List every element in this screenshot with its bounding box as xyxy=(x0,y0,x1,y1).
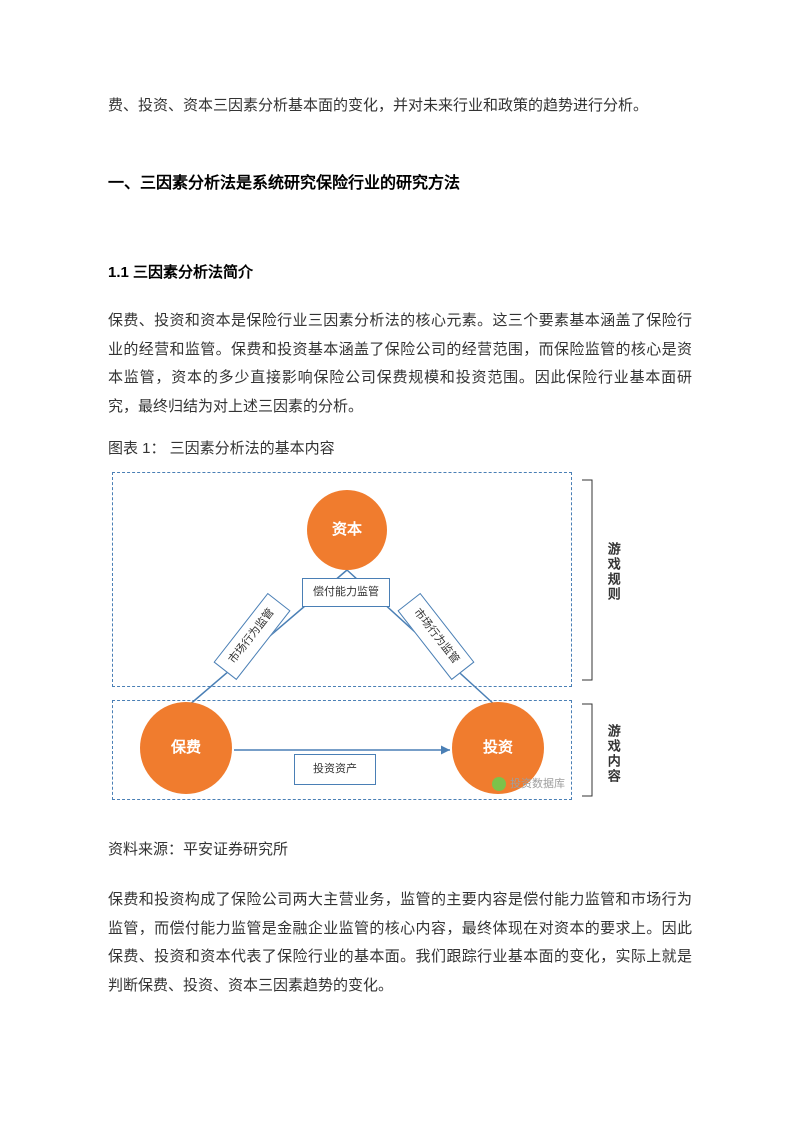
edge-label-invest-asset: 投资资产 xyxy=(294,754,376,785)
intro-text: 费、投资、资本三因素分析基本面的变化，并对未来行业和政策的趋势进行分析。 xyxy=(108,92,692,121)
paragraph-1: 保费、投资和资本是保险行业三因素分析法的核心元素。这三个要素基本涵盖了保险行业的… xyxy=(108,307,692,421)
three-factor-diagram: 资本 保费 投资 偿付能力监管 市场行为监管 市场行为监管 投资资产 游戏规则 … xyxy=(112,472,652,812)
section-heading-1: 一、三因素分析法是系统研究保险行业的研究方法 xyxy=(108,169,692,199)
figure-source: 资料来源：平安证券研究所 xyxy=(108,836,692,865)
edge-label-solvency: 偿付能力监管 xyxy=(302,578,390,607)
node-premium: 保费 xyxy=(140,702,232,794)
paragraph-2: 保费和投资构成了保险公司两大主营业务，监管的主要内容是偿付能力监管和市场行为监管… xyxy=(108,886,692,1000)
side-label-rules: 游戏规则 xyxy=(600,542,625,602)
figure-caption: 图表 1： 三因素分析法的基本内容 xyxy=(108,435,692,464)
section-heading-1-1: 1.1 三因素分析法简介 xyxy=(108,259,692,288)
watermark: 投资数据库 xyxy=(492,774,565,795)
node-capital: 资本 xyxy=(307,490,387,570)
watermark-text: 投资数据库 xyxy=(510,774,565,795)
wechat-icon xyxy=(492,777,506,791)
side-label-content: 游戏内容 xyxy=(600,724,625,784)
